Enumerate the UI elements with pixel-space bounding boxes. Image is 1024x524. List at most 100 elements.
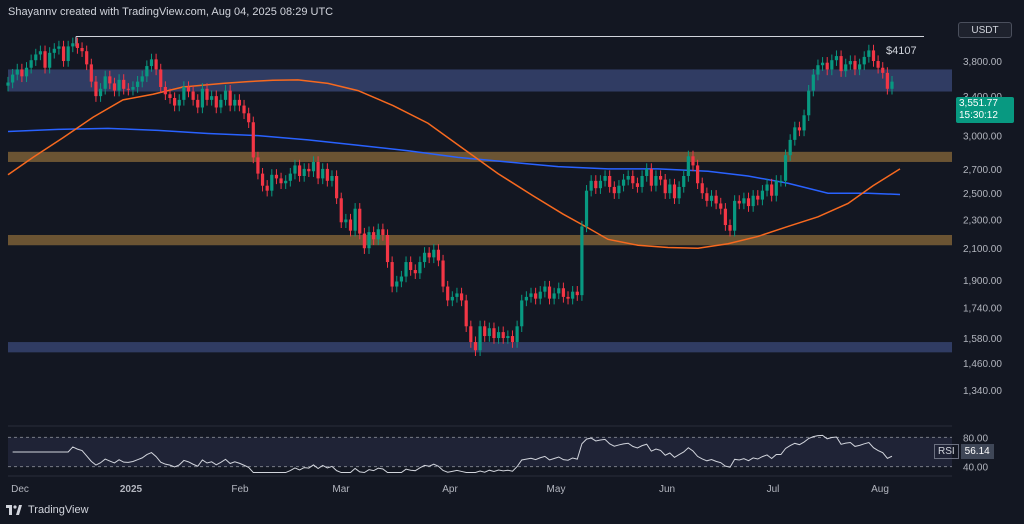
candle-body	[876, 61, 880, 68]
candle-body	[344, 219, 348, 223]
candle	[631, 170, 635, 189]
candle	[66, 40, 70, 67]
candle-body	[742, 198, 746, 204]
candle	[816, 59, 820, 81]
candle	[247, 107, 251, 128]
candle-body	[418, 262, 422, 274]
candle	[200, 83, 204, 114]
candle-body	[85, 51, 89, 65]
candle-body	[534, 293, 538, 299]
y-tick-label: 2,500.00	[963, 189, 1002, 200]
candle	[228, 84, 232, 112]
candle	[871, 44, 876, 67]
candle	[61, 40, 66, 67]
x-tick-label: 2025	[120, 484, 143, 495]
candle	[797, 121, 802, 137]
candle-body	[135, 81, 140, 87]
candle-body	[61, 46, 66, 62]
candle-body	[575, 291, 579, 296]
candle-body	[520, 300, 524, 327]
price-axis: 4,200.003,800.003,400.003,000.002,700.00…	[963, 25, 1002, 397]
candle-body	[737, 200, 741, 204]
x-tick-label: Jun	[659, 484, 675, 495]
candle	[487, 322, 491, 342]
candle-body	[668, 184, 672, 194]
candle	[117, 74, 121, 97]
candle	[830, 54, 834, 76]
candle	[594, 175, 598, 194]
candle	[598, 175, 603, 194]
candle	[196, 94, 200, 114]
candle-body	[621, 179, 626, 186]
tradingview-brand[interactable]: TradingView	[6, 504, 89, 516]
candle-body	[108, 76, 112, 84]
time-axis: Dec 2025 Feb Mar Apr May Jun Jul Aug	[11, 484, 889, 495]
candle-body	[24, 67, 29, 77]
candle	[265, 180, 269, 197]
candle	[182, 81, 186, 106]
x-tick-label: Feb	[231, 484, 249, 495]
last-price-value: 3,551.77	[959, 98, 998, 109]
candle	[210, 90, 214, 106]
candle	[413, 264, 417, 279]
candle-body	[561, 288, 565, 297]
candle-body	[168, 94, 172, 98]
candle-body	[654, 175, 658, 186]
candle-body	[890, 81, 894, 89]
candle	[723, 203, 727, 231]
candle-body	[700, 183, 704, 194]
candle	[108, 70, 112, 90]
candle-body	[265, 185, 269, 191]
candle-body	[830, 60, 834, 70]
candle	[617, 180, 621, 199]
candle-body	[52, 48, 56, 53]
candle	[811, 68, 815, 97]
candle	[330, 170, 334, 187]
candle	[372, 226, 376, 246]
candle	[538, 286, 542, 305]
candle	[654, 170, 658, 192]
candle	[783, 149, 788, 187]
candle-body	[432, 249, 436, 258]
candle	[98, 83, 103, 102]
candle	[714, 190, 718, 210]
candle-body	[98, 88, 103, 97]
candle-body	[284, 180, 288, 184]
candle-body	[529, 293, 533, 297]
candle-body	[547, 286, 552, 299]
candle	[765, 178, 769, 197]
candle	[668, 178, 672, 199]
candle	[20, 63, 24, 83]
candle-body	[617, 185, 621, 194]
candle	[496, 326, 501, 344]
candle	[547, 280, 552, 305]
candle	[339, 192, 343, 229]
candle-body	[765, 184, 769, 191]
candle	[237, 94, 242, 112]
candle-body	[834, 56, 839, 61]
candle-body	[362, 233, 366, 249]
x-tick-label: May	[547, 484, 566, 495]
candle-body	[450, 296, 454, 301]
candle-body	[395, 281, 399, 287]
candle-body	[89, 64, 93, 82]
candle-body	[645, 168, 649, 176]
candle	[520, 294, 524, 333]
candle	[446, 280, 450, 307]
currency-selector[interactable]: USDT	[958, 22, 1012, 38]
candle	[705, 187, 709, 207]
candle-body	[663, 179, 667, 194]
candle	[534, 287, 538, 305]
candle-body	[598, 180, 603, 189]
y-tick-label: 1,900.00	[963, 276, 1002, 287]
candle-body	[696, 165, 700, 184]
candle	[358, 203, 362, 240]
candle	[543, 280, 547, 298]
candle-body	[75, 43, 80, 49]
candle-body	[793, 127, 797, 140]
candle	[270, 169, 274, 197]
candle-body	[15, 69, 19, 75]
candle-body	[145, 66, 149, 77]
candle-body	[446, 286, 450, 301]
